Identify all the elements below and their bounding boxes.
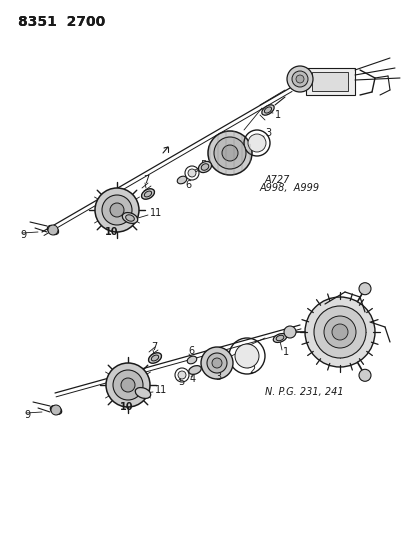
Text: 11: 11 xyxy=(150,208,162,218)
Ellipse shape xyxy=(177,176,187,184)
Text: 8351  2700: 8351 2700 xyxy=(18,15,105,29)
Ellipse shape xyxy=(276,335,283,341)
Circle shape xyxy=(200,347,232,379)
Text: 9: 9 xyxy=(24,410,30,420)
Polygon shape xyxy=(311,72,347,91)
Circle shape xyxy=(48,225,58,235)
Text: 6: 6 xyxy=(188,346,193,356)
Circle shape xyxy=(358,369,370,381)
Text: 10: 10 xyxy=(105,227,118,237)
Ellipse shape xyxy=(125,215,134,221)
Circle shape xyxy=(304,297,374,367)
Circle shape xyxy=(313,306,365,358)
Text: 2: 2 xyxy=(252,143,258,153)
Circle shape xyxy=(234,344,258,368)
Circle shape xyxy=(95,188,139,232)
Circle shape xyxy=(207,353,227,373)
Ellipse shape xyxy=(198,161,211,173)
Circle shape xyxy=(188,169,196,177)
Circle shape xyxy=(113,370,143,400)
Text: A727: A727 xyxy=(264,175,290,185)
Ellipse shape xyxy=(135,387,151,399)
Ellipse shape xyxy=(148,353,161,363)
Circle shape xyxy=(291,71,307,87)
Circle shape xyxy=(295,75,303,83)
Circle shape xyxy=(286,66,312,92)
Ellipse shape xyxy=(273,334,286,343)
Circle shape xyxy=(178,371,186,379)
Circle shape xyxy=(331,324,347,340)
Circle shape xyxy=(213,137,245,169)
Text: 11: 11 xyxy=(155,385,167,395)
Ellipse shape xyxy=(261,105,274,115)
Ellipse shape xyxy=(47,225,58,235)
Text: 3: 3 xyxy=(264,128,270,138)
Text: 7: 7 xyxy=(143,175,149,185)
Ellipse shape xyxy=(187,356,196,364)
Circle shape xyxy=(211,358,221,368)
Circle shape xyxy=(283,326,295,338)
Text: 2: 2 xyxy=(248,365,255,375)
Ellipse shape xyxy=(144,191,151,197)
Text: 8351  2700: 8351 2700 xyxy=(18,15,105,29)
Text: 4: 4 xyxy=(214,153,220,163)
Circle shape xyxy=(51,405,61,415)
Ellipse shape xyxy=(201,164,208,170)
Circle shape xyxy=(110,203,124,217)
Text: 1: 1 xyxy=(274,110,281,120)
Text: 5: 5 xyxy=(200,160,206,170)
Circle shape xyxy=(358,282,370,295)
Circle shape xyxy=(207,131,252,175)
Circle shape xyxy=(247,134,265,152)
Text: 7: 7 xyxy=(151,342,157,352)
Text: 5: 5 xyxy=(178,377,184,387)
Ellipse shape xyxy=(141,189,154,199)
Text: 4: 4 xyxy=(189,374,196,384)
Text: 10: 10 xyxy=(120,402,133,412)
Text: 9: 9 xyxy=(20,230,26,240)
Circle shape xyxy=(102,195,132,225)
Text: 6: 6 xyxy=(184,180,191,190)
Text: 1: 1 xyxy=(282,347,288,357)
Ellipse shape xyxy=(50,406,61,415)
Circle shape xyxy=(221,145,237,161)
Ellipse shape xyxy=(188,366,201,374)
Text: N. P.G. 231, 241: N. P.G. 231, 241 xyxy=(264,387,343,397)
Ellipse shape xyxy=(151,355,158,361)
Circle shape xyxy=(106,363,150,407)
Circle shape xyxy=(323,316,355,348)
Ellipse shape xyxy=(264,107,271,113)
Circle shape xyxy=(121,378,135,392)
Text: 3: 3 xyxy=(214,372,220,382)
Ellipse shape xyxy=(122,213,137,223)
Text: A998,  A999: A998, A999 xyxy=(259,183,319,193)
Polygon shape xyxy=(305,68,354,95)
